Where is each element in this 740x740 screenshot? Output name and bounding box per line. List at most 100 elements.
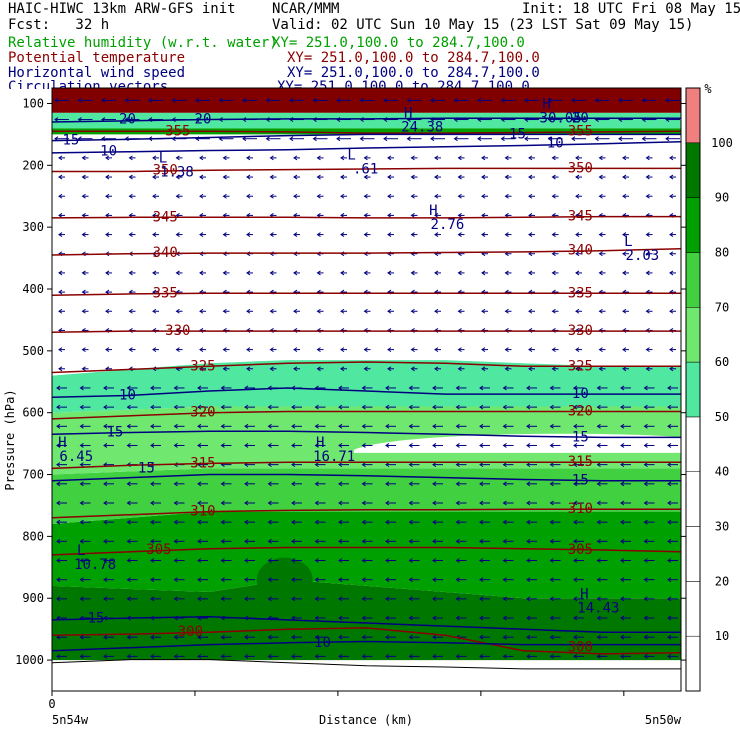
wind-vector-head bbox=[289, 136, 294, 142]
wind-vector-head bbox=[79, 500, 84, 506]
wind-vector-head bbox=[291, 519, 296, 525]
wind-vector-head bbox=[598, 347, 603, 353]
wind-vector-head bbox=[267, 519, 272, 525]
wind-vector-head bbox=[596, 615, 601, 621]
wind-vector-head bbox=[622, 155, 627, 161]
wind-vector-head bbox=[197, 634, 202, 640]
wind-vector-head bbox=[500, 136, 505, 142]
wind-vector-head bbox=[338, 634, 343, 640]
colorbar-segment bbox=[685, 142, 701, 198]
wind-vector-head bbox=[105, 347, 110, 353]
wind-vector-head bbox=[128, 232, 133, 237]
wind-vector-head bbox=[340, 155, 345, 161]
theta-label: 325 bbox=[190, 358, 215, 374]
wind-vector-head bbox=[645, 174, 650, 180]
wind-vector-head bbox=[79, 462, 84, 468]
wind-vector-head bbox=[58, 366, 63, 372]
wind-vector-head bbox=[58, 193, 63, 199]
wind-vector-head bbox=[596, 443, 601, 448]
wind-vector-head bbox=[620, 577, 625, 583]
wind-vector-head bbox=[573, 596, 578, 602]
wind-vector-head bbox=[336, 97, 341, 103]
wind-vector-head bbox=[408, 423, 413, 429]
wind-vector-head bbox=[81, 308, 86, 314]
wind-vector-head bbox=[265, 136, 270, 142]
wind-vector-head bbox=[406, 97, 411, 103]
theta-label: 325 bbox=[568, 358, 593, 374]
wind-vector-head bbox=[526, 462, 531, 468]
field-rh-name: Relative humidity (w.r.t. water) bbox=[8, 35, 278, 51]
wind-vector-head bbox=[526, 653, 531, 659]
wind-vector-head bbox=[573, 500, 578, 506]
wind-vector-head bbox=[152, 155, 157, 161]
wind-vector-head bbox=[387, 308, 392, 314]
wind-vector-head bbox=[645, 366, 650, 372]
extremum-marker: L bbox=[159, 150, 167, 166]
wind-vector-head bbox=[524, 136, 529, 142]
wind-vector-head bbox=[481, 366, 486, 372]
wind-vector-head bbox=[199, 270, 204, 276]
wind-vector-head bbox=[667, 443, 672, 448]
wind-vector-head bbox=[479, 634, 484, 640]
theta-label: 330 bbox=[568, 323, 593, 339]
wind-vector-head bbox=[385, 500, 390, 506]
wind-vector-head bbox=[622, 193, 627, 199]
wind-vector-head bbox=[173, 404, 178, 410]
wind-vector-head bbox=[455, 481, 460, 487]
wind-vector-head bbox=[316, 174, 321, 180]
x-start-label: 0 bbox=[48, 697, 55, 711]
wind-vector-head bbox=[645, 232, 650, 237]
wind-vector-head bbox=[667, 385, 672, 391]
wind-vector-head bbox=[432, 385, 437, 391]
theta-label: 350 bbox=[153, 162, 178, 178]
wind-vector-head bbox=[58, 232, 63, 237]
wind-vector-head bbox=[314, 596, 319, 602]
wind-vector-head bbox=[316, 366, 321, 372]
wind-label: 10 bbox=[572, 386, 589, 402]
wind-vector-head bbox=[481, 212, 486, 218]
wind-vector-head bbox=[385, 481, 390, 487]
wind-vector-head bbox=[455, 615, 460, 621]
extremum-value: 24.38 bbox=[401, 119, 443, 135]
wind-vector-head bbox=[547, 97, 552, 103]
wind-vector-head bbox=[291, 634, 296, 640]
wind-vector-head bbox=[551, 193, 556, 199]
wind-vector-head bbox=[573, 519, 578, 525]
wind-vector-head bbox=[314, 538, 319, 544]
wind-vector-head bbox=[338, 404, 343, 410]
wind-vector-head bbox=[244, 558, 249, 563]
wind-vector-head bbox=[244, 634, 249, 640]
wind-vector-head bbox=[406, 136, 411, 142]
wind-vector-head bbox=[246, 366, 251, 372]
wind-vector-head bbox=[267, 653, 272, 659]
wind-vector-head bbox=[244, 538, 249, 544]
extremum-value: 10.78 bbox=[74, 557, 116, 573]
wind-vector-head bbox=[199, 174, 204, 180]
wind-vector-head bbox=[56, 423, 61, 429]
colorbar-level-label: 20 bbox=[715, 574, 729, 588]
wind-vector-head bbox=[385, 653, 390, 659]
wind-vector-head bbox=[551, 155, 556, 161]
wind-vector-head bbox=[103, 443, 108, 448]
wind-vector-head bbox=[291, 443, 296, 448]
wind-vector-head bbox=[453, 136, 458, 142]
wind-vector-head bbox=[571, 136, 576, 142]
wind-vector-head bbox=[291, 615, 296, 621]
wind-vector-head bbox=[526, 558, 531, 563]
wind-vector-head bbox=[126, 519, 131, 525]
wind-vector-head bbox=[150, 423, 155, 429]
wind-vector-head bbox=[312, 97, 317, 103]
y-axis-label: Pressure (hPa) bbox=[3, 389, 17, 490]
theta-contour-350 bbox=[52, 167, 681, 173]
wind-vector-head bbox=[171, 97, 176, 103]
colorbar-level-label: 30 bbox=[715, 520, 729, 534]
wind-vector-head bbox=[173, 634, 178, 640]
wind-vector-head bbox=[504, 366, 509, 372]
wind-vector-head bbox=[291, 404, 296, 410]
wind-vector-head bbox=[667, 596, 672, 602]
wind-vector-head bbox=[408, 462, 413, 468]
wind-vector-head bbox=[643, 443, 648, 448]
wind-vector-head bbox=[645, 251, 650, 257]
wind-vector-head bbox=[244, 404, 249, 410]
wind-vector-head bbox=[363, 232, 368, 237]
